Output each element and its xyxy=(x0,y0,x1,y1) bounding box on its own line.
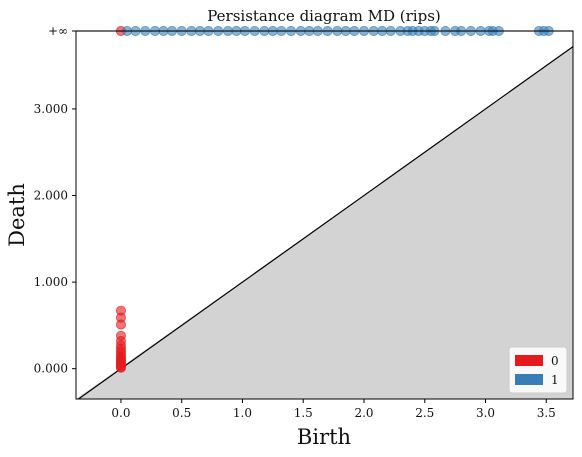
legend-swatch xyxy=(515,355,543,366)
x-tick-label: 0.0 xyxy=(111,406,130,420)
x-tick-label: 3.0 xyxy=(476,406,495,420)
y-tick-label: +∞ xyxy=(48,24,68,38)
legend-swatch xyxy=(515,374,543,385)
x-tick-label: 2.0 xyxy=(354,406,373,420)
y-tick-label: 0.000 xyxy=(34,362,68,376)
y-axis-label: Death xyxy=(5,183,29,247)
legend: 01 xyxy=(509,347,567,393)
plot-area xyxy=(76,26,573,399)
chart-title: Persistance diagram MD (rips) xyxy=(207,7,441,25)
legend-label: 1 xyxy=(551,373,559,387)
y-tick-label: 2.000 xyxy=(34,189,68,203)
x-tick-label: 1.5 xyxy=(294,406,313,420)
data-point-dim0 xyxy=(116,363,125,372)
x-tick-label: 1.0 xyxy=(233,406,252,420)
legend-label: 0 xyxy=(551,354,559,368)
data-point-dim0 xyxy=(116,320,125,329)
x-tick-label: 3.5 xyxy=(537,406,556,420)
x-axis-label: Birth xyxy=(297,425,351,449)
y-tick-label: 1.000 xyxy=(34,275,68,289)
x-tick-label: 2.5 xyxy=(415,406,434,420)
y-tick-label: 3.000 xyxy=(34,102,68,116)
x-tick-label: 0.5 xyxy=(172,406,191,420)
